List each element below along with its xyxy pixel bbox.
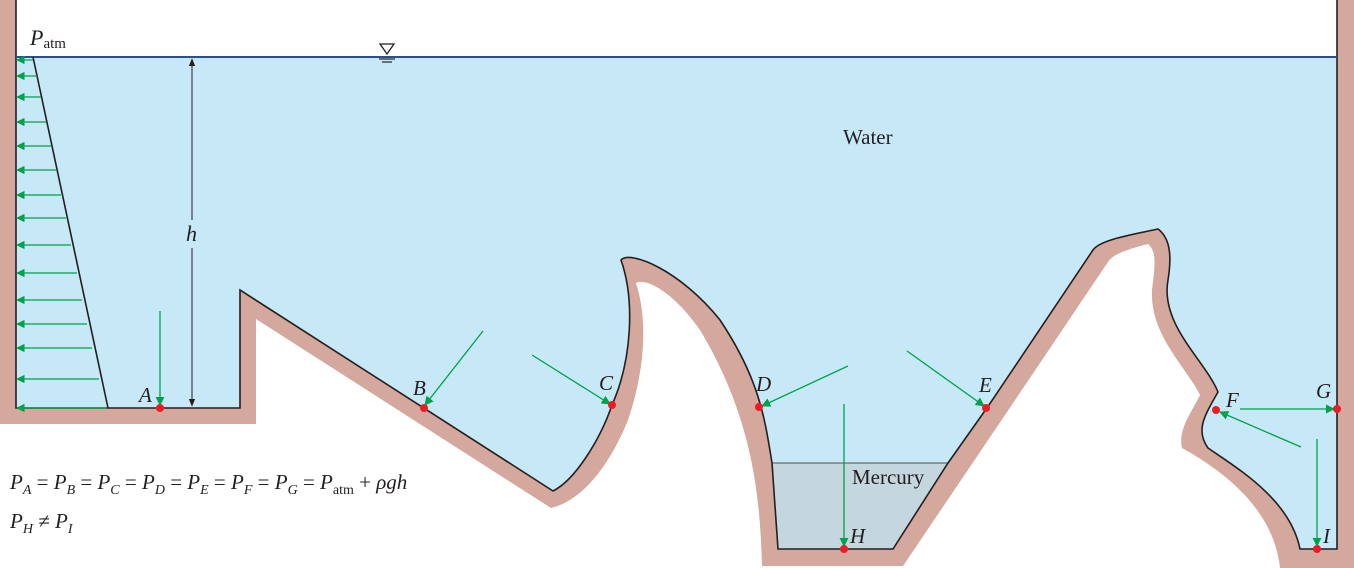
patm-label: Patm xyxy=(29,25,66,52)
point-label-h: H xyxy=(849,524,867,548)
arrow-b xyxy=(424,330,484,406)
point-force-arrows xyxy=(155,311,1335,547)
point-label-e: E xyxy=(978,373,992,397)
point-a xyxy=(156,404,164,412)
pressure-arrows xyxy=(16,55,107,413)
pressure-inequality-equation: PH ≠ PI xyxy=(10,509,73,537)
point-label-g: G xyxy=(1316,379,1331,403)
mercury-label: Mercury xyxy=(852,465,925,489)
point-h xyxy=(840,545,848,553)
point-label-b: B xyxy=(413,376,426,400)
depth-label: h xyxy=(186,221,197,246)
arrow-c xyxy=(531,354,611,405)
point-d xyxy=(755,403,763,411)
point-g xyxy=(1333,405,1341,413)
point-c xyxy=(608,401,616,409)
point-e xyxy=(982,404,990,412)
point-f xyxy=(1212,406,1220,414)
arrow-f xyxy=(1219,411,1302,448)
water-region xyxy=(16,57,1337,549)
pressure-equality-equation: PA = PB = PC = PD = PE = PF = PG = Patm … xyxy=(10,470,408,498)
water-label: Water xyxy=(843,125,893,149)
free-surface-symbol xyxy=(378,43,396,63)
point-label-f: F xyxy=(1225,388,1239,412)
arrow-d xyxy=(761,365,849,407)
point-label-a: A xyxy=(137,383,152,407)
arrow-e xyxy=(906,350,985,407)
point-label-i: I xyxy=(1322,524,1331,548)
point-i xyxy=(1313,545,1321,553)
container-outline xyxy=(15,0,1338,550)
pressure-points xyxy=(156,401,1341,553)
point-label-d: D xyxy=(755,372,771,396)
mercury-region xyxy=(772,463,948,549)
point-label-c: C xyxy=(599,371,614,395)
point-b xyxy=(420,404,428,412)
pressure-distribution-line xyxy=(32,56,109,409)
